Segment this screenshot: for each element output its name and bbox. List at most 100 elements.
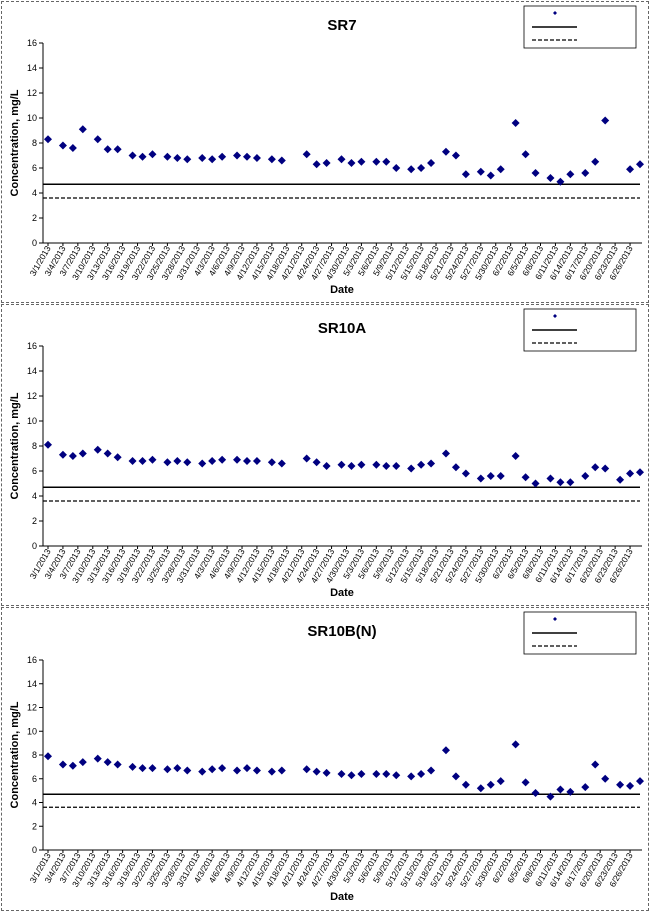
data-point [451,463,460,472]
data-point [267,458,276,467]
data-point [407,165,416,174]
data-point [372,460,381,469]
data-point [113,145,122,154]
data-point [138,764,147,773]
y-tick-label: 10 [27,416,37,426]
data-point [103,758,112,767]
data-point [233,151,242,160]
data-point [58,450,67,459]
data-point [357,157,366,166]
x-axis-title: Date [330,891,354,903]
data-point [312,767,321,776]
data-point [163,765,172,774]
data-point [267,767,276,776]
legend [523,308,637,352]
data-point [103,145,112,154]
data-point [556,177,565,186]
data-point [312,160,321,169]
data-point [441,147,450,156]
data-point [601,774,610,783]
data-point [626,781,635,790]
data-point [183,766,192,775]
y-tick-label: 8 [32,138,37,148]
data-point [372,157,381,166]
data-point [382,157,391,166]
data-point [252,766,261,775]
data-point [511,740,520,749]
y-tick-label: 6 [32,163,37,173]
data-point [347,462,356,470]
data-point [208,155,217,164]
chart: SR10B(N)02468101214163/1/20133/4/20133/7… [9,611,644,903]
y-tick-label: 12 [27,703,37,713]
data-point [242,764,251,773]
data-point [626,469,635,478]
legend-marker [553,617,557,621]
data-point [372,770,381,778]
data-point [521,778,530,787]
y-tick-label: 16 [27,341,37,351]
data-point [566,170,575,179]
legend-marker [553,11,557,15]
data-point [128,457,137,465]
data-point [591,463,600,472]
data-point [233,455,242,464]
data-point [93,135,102,144]
data-point [591,157,600,166]
data-point [382,462,391,470]
y-tick-label: 16 [27,655,37,665]
data-point [531,169,540,177]
data-point [68,452,77,460]
data-point [461,469,470,478]
y-tick-label: 10 [27,113,37,123]
data-point [616,780,625,789]
data-point [531,789,540,797]
data-point [486,171,495,180]
data-point [44,752,52,761]
data-point [357,460,366,469]
data-point [173,764,182,773]
data-point [103,449,112,458]
y-tick-label: 12 [27,391,37,401]
data-point [496,165,505,174]
data-point [198,459,207,468]
data-point [392,164,401,172]
data-point [68,761,77,770]
data-point [138,152,147,161]
y-tick-label: 4 [32,188,37,198]
y-tick-label: 12 [27,88,37,98]
data-point [417,770,426,778]
data-point [148,150,157,159]
data-point [496,472,505,480]
data-point [347,159,356,167]
y-axis-title: Concentration, mg/L [9,701,21,808]
data-point [183,458,192,467]
data-point [546,474,555,483]
y-tick-label: 0 [32,238,37,248]
data-point [476,784,485,793]
chart-title: SR10B(N) [307,623,376,640]
data-point [461,780,470,789]
data-point [337,770,346,778]
data-point [277,156,286,165]
y-axis-title: Concentration, mg/L [9,89,21,196]
data-point [78,758,87,767]
x-axis-title: Date [330,284,354,296]
y-tick-label: 2 [32,821,37,831]
data-point [198,154,207,162]
data-point [461,170,470,179]
data-point [208,457,217,465]
data-point [486,472,495,480]
data-point [322,462,331,470]
data-point [581,472,590,480]
y-tick-label: 0 [32,845,37,855]
data-point [417,460,426,469]
legend [523,5,637,49]
data-point [337,460,346,469]
data-point [407,772,416,781]
data-point [78,125,87,134]
y-tick-label: 16 [27,38,37,48]
data-point [173,457,182,465]
data-point [427,159,436,167]
data-point [392,462,401,470]
